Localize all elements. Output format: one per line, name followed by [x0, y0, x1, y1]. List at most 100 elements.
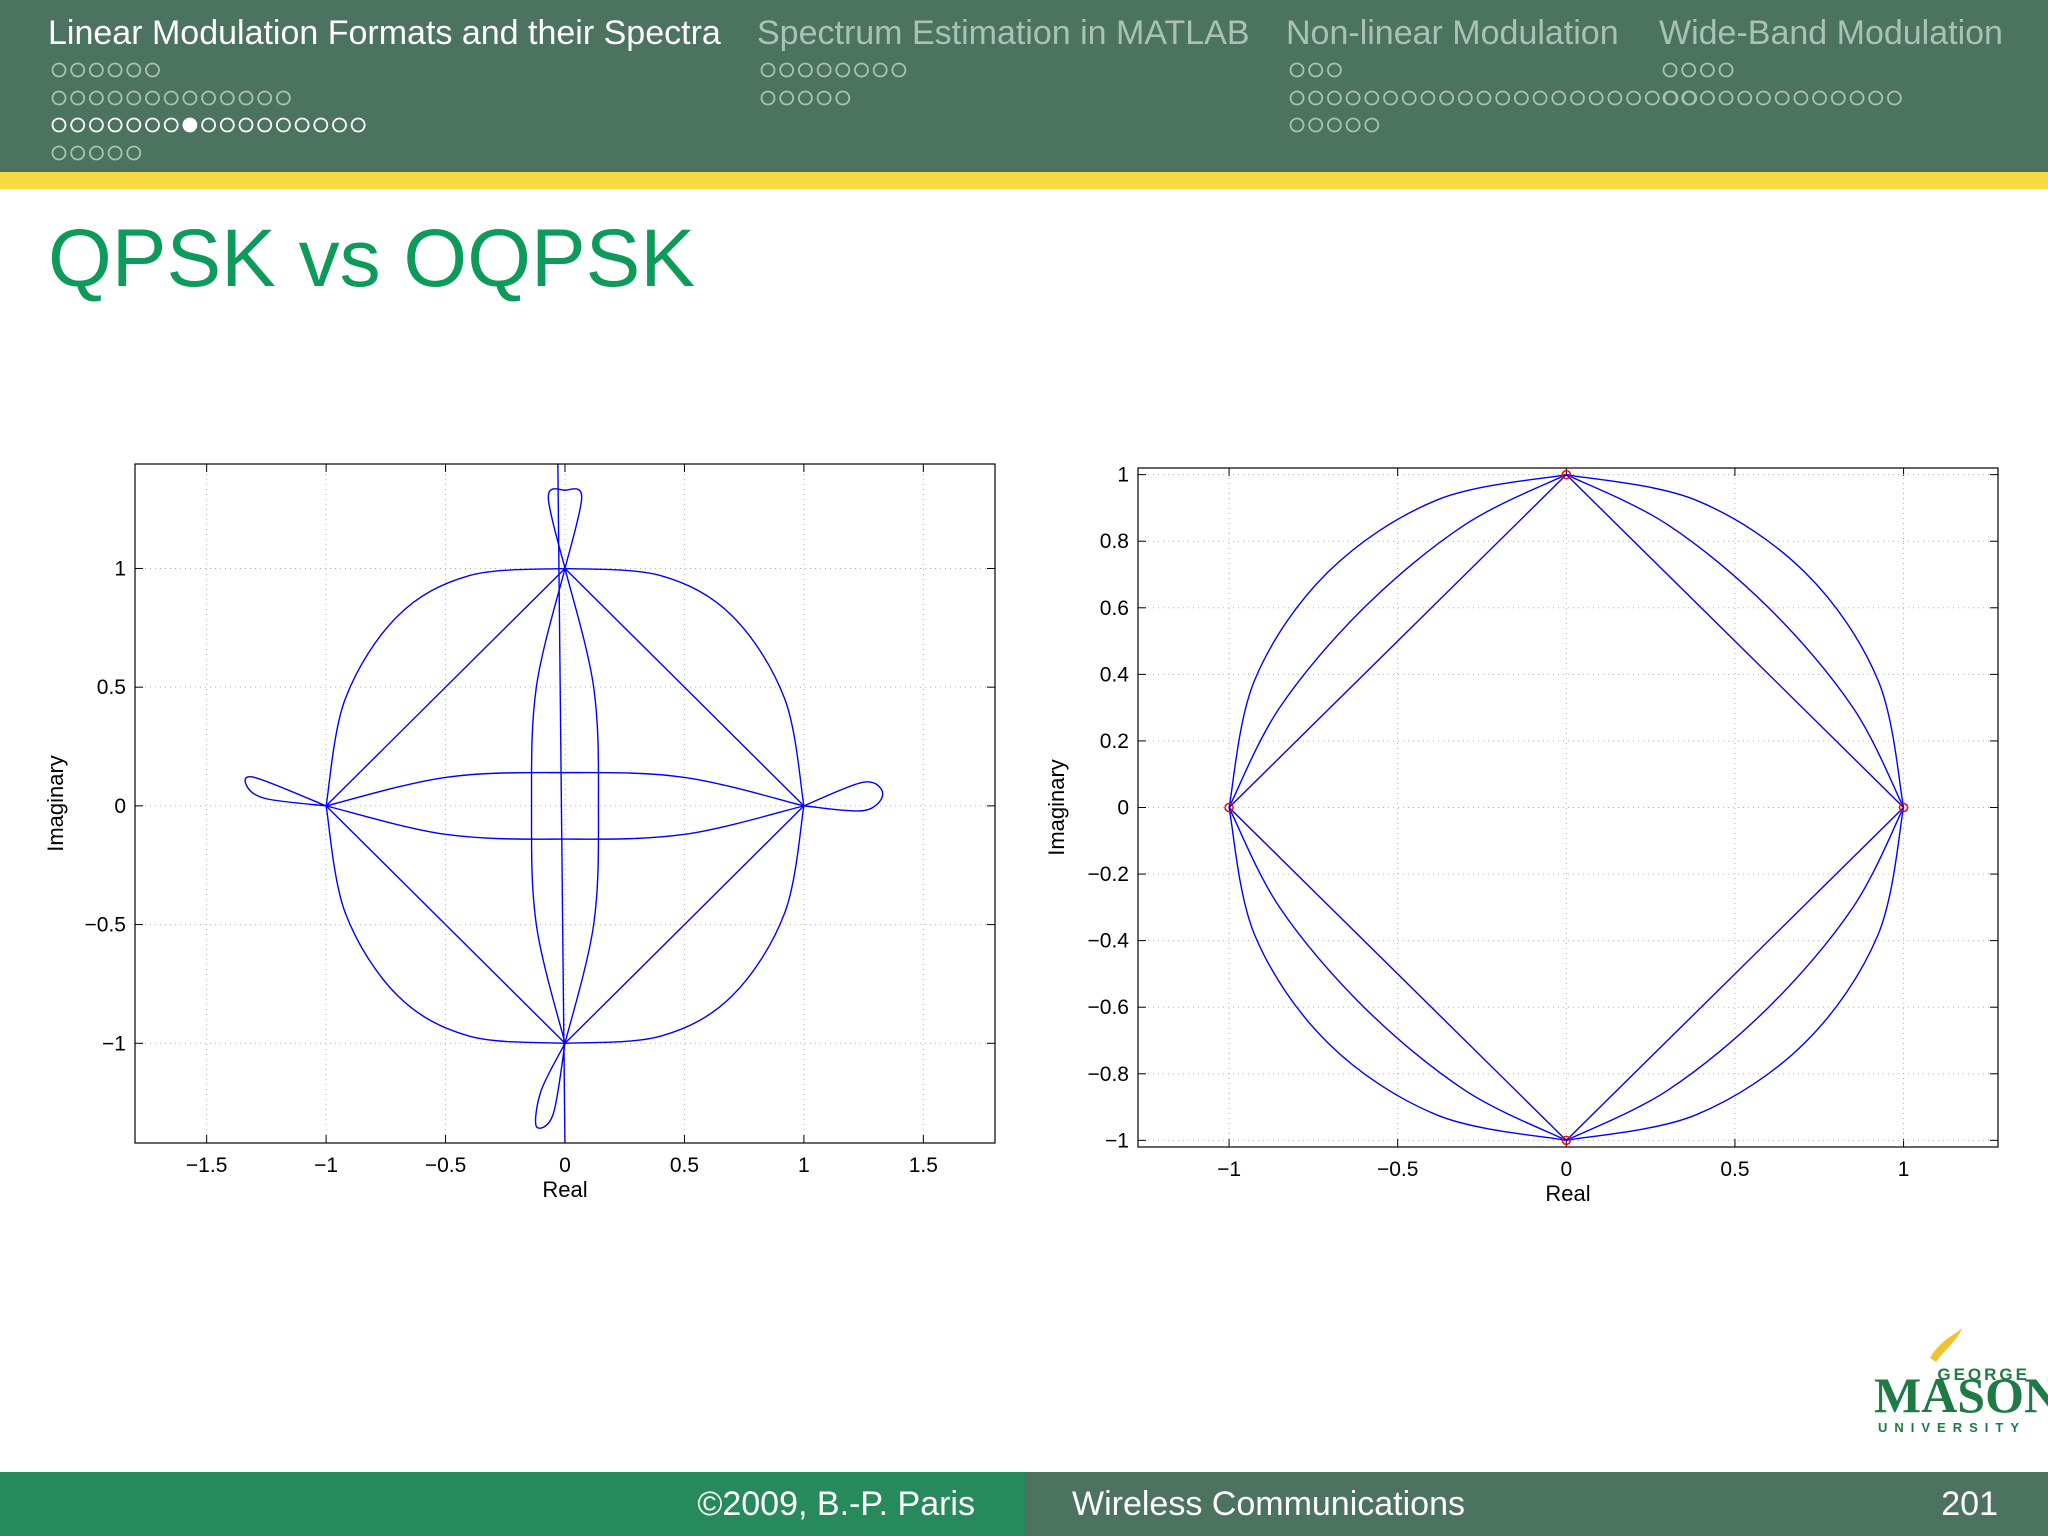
- trajectory: [244, 776, 327, 807]
- marker: [1898, 802, 1909, 813]
- footer-course: Wireless Communications: [1072, 1485, 1465, 1523]
- nav-bullet: [1662, 90, 1678, 106]
- nav-bullet: [1439, 90, 1454, 106]
- nav-bullet: [1308, 117, 1324, 133]
- y-tick-label: −0.5: [85, 914, 126, 937]
- nav-bullet: [1532, 90, 1548, 106]
- nav-bullet: [872, 62, 888, 78]
- nav-bullet: [816, 90, 832, 106]
- nav-bullet: [1849, 90, 1865, 106]
- nav-bullet: [1401, 90, 1417, 106]
- nav-bullet: [70, 117, 86, 133]
- x-tick-label: −1: [314, 1154, 338, 1177]
- trajectory: [1566, 807, 1905, 1142]
- nav-bullet: [1756, 90, 1771, 106]
- nav-bullet: [313, 117, 329, 133]
- x-tick-label: −1: [1217, 1158, 1241, 1181]
- plot-lines: [1224, 469, 1909, 1146]
- trajectory: [1565, 474, 1905, 808]
- nav-bullet: [70, 62, 86, 78]
- nav-bullet: [89, 145, 104, 161]
- nav-bullet: [126, 117, 142, 133]
- nav-bullet: [1327, 117, 1342, 133]
- nav-bullet: [238, 117, 254, 133]
- nav-section[interactable]: Non-linear Modulation: [1286, 14, 1619, 52]
- nav-bullet: [1364, 90, 1380, 106]
- nav-bullet: [1308, 90, 1324, 106]
- nav-bullet: [126, 145, 142, 161]
- y-tick-label: 0: [114, 795, 126, 818]
- nav-bullet: [1830, 90, 1846, 106]
- y-tick-label: 0: [1117, 797, 1129, 820]
- trajectory: [325, 771, 805, 807]
- nav-section[interactable]: Linear Modulation Formats and their Spec…: [48, 14, 721, 52]
- nav-bullet: [163, 90, 179, 106]
- nav-bullet: [1662, 62, 1678, 78]
- marker: [1561, 1135, 1572, 1146]
- nav-bullet: [70, 145, 86, 161]
- logo-text: MASON: [1874, 1367, 2048, 1423]
- nav-bullet: [275, 117, 291, 133]
- trajectory: [803, 781, 884, 812]
- trajectory: [564, 567, 805, 807]
- nav-bullet: [51, 62, 67, 78]
- nav-bullet: [1718, 90, 1734, 106]
- nav-bullet: [182, 117, 198, 133]
- nav-bullet: [257, 90, 273, 106]
- trajectory: [1565, 807, 1905, 1141]
- nav-bullet: [1289, 62, 1305, 78]
- x-tick-label: 0.5: [1720, 1158, 1749, 1181]
- nav-bullet: [126, 90, 142, 106]
- nav-bullet: [89, 117, 104, 133]
- y-axis-label: Imaginary: [43, 755, 68, 852]
- nav-bullet: [1644, 90, 1660, 106]
- y-tick-label: 1: [114, 557, 126, 580]
- nav-bullet: [107, 145, 123, 161]
- nav-section[interactable]: Wide-Band Modulation: [1659, 14, 2003, 52]
- nav-bullet: [51, 145, 67, 161]
- nav-bullet: [107, 117, 123, 133]
- x-tick-label: 0: [559, 1154, 571, 1177]
- nav-bullet: [51, 117, 67, 133]
- y-tick-label: 0.2: [1100, 730, 1129, 753]
- nav-bullet: [201, 90, 217, 106]
- trajectory: [325, 805, 566, 1044]
- nav-bullet: [1551, 90, 1567, 106]
- nav-bullet: [332, 117, 347, 133]
- trajectory: [1228, 807, 1567, 1141]
- x-tick-label: 0: [1560, 1158, 1572, 1181]
- nav-bullet: [275, 90, 291, 106]
- nav-bullet: [1700, 90, 1715, 106]
- y-tick-label: 0.6: [1100, 597, 1129, 620]
- nav-bullet: [1887, 90, 1902, 106]
- nav-bullet: [145, 117, 160, 133]
- y-tick-label: 0.5: [97, 676, 126, 699]
- nav-bullet: [126, 62, 142, 78]
- nav-bullet: [1308, 62, 1324, 78]
- nav-bullet: [816, 62, 832, 78]
- nav-bullet: [1607, 90, 1623, 106]
- nav-section[interactable]: Spectrum Estimation in MATLAB: [757, 14, 1250, 52]
- trajectory: [564, 567, 805, 806]
- nav-bullet: [1588, 90, 1604, 106]
- y-tick-label: −0.8: [1088, 1063, 1129, 1086]
- trajectory: [325, 805, 566, 1044]
- nav-bullet: [1626, 90, 1641, 106]
- nav-bullet: [1345, 117, 1361, 133]
- nav-bullet: [1420, 90, 1436, 106]
- nav-bullet: [1383, 90, 1398, 106]
- nav-bullet: [107, 62, 123, 78]
- y-axis-label: Imaginary: [1044, 759, 1069, 856]
- nav-bullet: [219, 117, 235, 133]
- nav-bullet: [257, 117, 273, 133]
- nav-bullet: [798, 62, 813, 78]
- trajectory: [564, 568, 600, 1044]
- y-tick-label: 0.4: [1100, 663, 1130, 686]
- nav-bullet: [798, 90, 813, 106]
- nav-bullet: [1289, 117, 1305, 133]
- nav-bullet: [891, 62, 907, 78]
- plot-lines: [244, 464, 884, 1143]
- nav-bullet: [1868, 90, 1884, 106]
- trajectory: [325, 567, 566, 807]
